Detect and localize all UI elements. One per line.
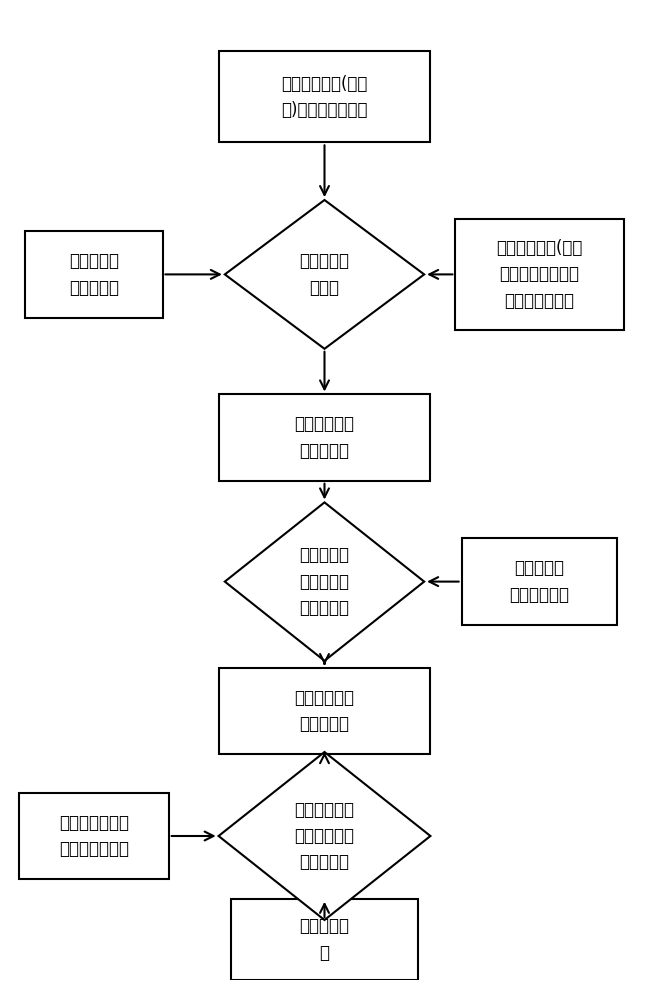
Text: 所监控组件串(或方
阵）或组件即时电
流、电压输出値: 所监控组件串(或方 阵）或组件即时电 流、电压输出値 bbox=[496, 239, 583, 310]
Text: 所监控组件串(或方
阵)或组件额定功率: 所监控组件串(或方 阵)或组件额定功率 bbox=[281, 75, 368, 119]
Text: 温度模型、
温度系数、
低辐照模型: 温度模型、 温度系数、 低辐照模型 bbox=[299, 546, 350, 617]
Bar bbox=[19, 793, 169, 879]
Text: 系统效率计
算模型: 系统效率计 算模型 bbox=[299, 252, 350, 297]
Bar bbox=[219, 394, 430, 481]
Bar bbox=[456, 219, 624, 330]
Text: 光伏系统直流
段实际效率: 光伏系统直流 段实际效率 bbox=[295, 415, 354, 460]
Text: 光伏系统直流
段修订效率: 光伏系统直流 段修订效率 bbox=[295, 689, 354, 733]
Text: 太阳辐照强
度、环境温度: 太阳辐照强 度、环境温度 bbox=[509, 559, 569, 604]
Polygon shape bbox=[225, 200, 424, 349]
Text: 根据效率偏差
制定的告警信
号分级标准: 根据效率偏差 制定的告警信 号分级标准 bbox=[295, 801, 354, 871]
Bar bbox=[25, 231, 162, 318]
Bar bbox=[219, 668, 430, 754]
Bar bbox=[461, 538, 617, 625]
Polygon shape bbox=[219, 752, 430, 920]
Bar bbox=[219, 51, 430, 142]
Bar bbox=[231, 899, 418, 980]
Text: 组件斜面太
阳辐照强度: 组件斜面太 阳辐照强度 bbox=[69, 252, 119, 297]
Polygon shape bbox=[225, 502, 424, 661]
Text: 光伏电站安装地
区系统理论效率: 光伏电站安装地 区系统理论效率 bbox=[59, 814, 129, 858]
Text: 告警信号输
出: 告警信号输 出 bbox=[299, 917, 350, 962]
